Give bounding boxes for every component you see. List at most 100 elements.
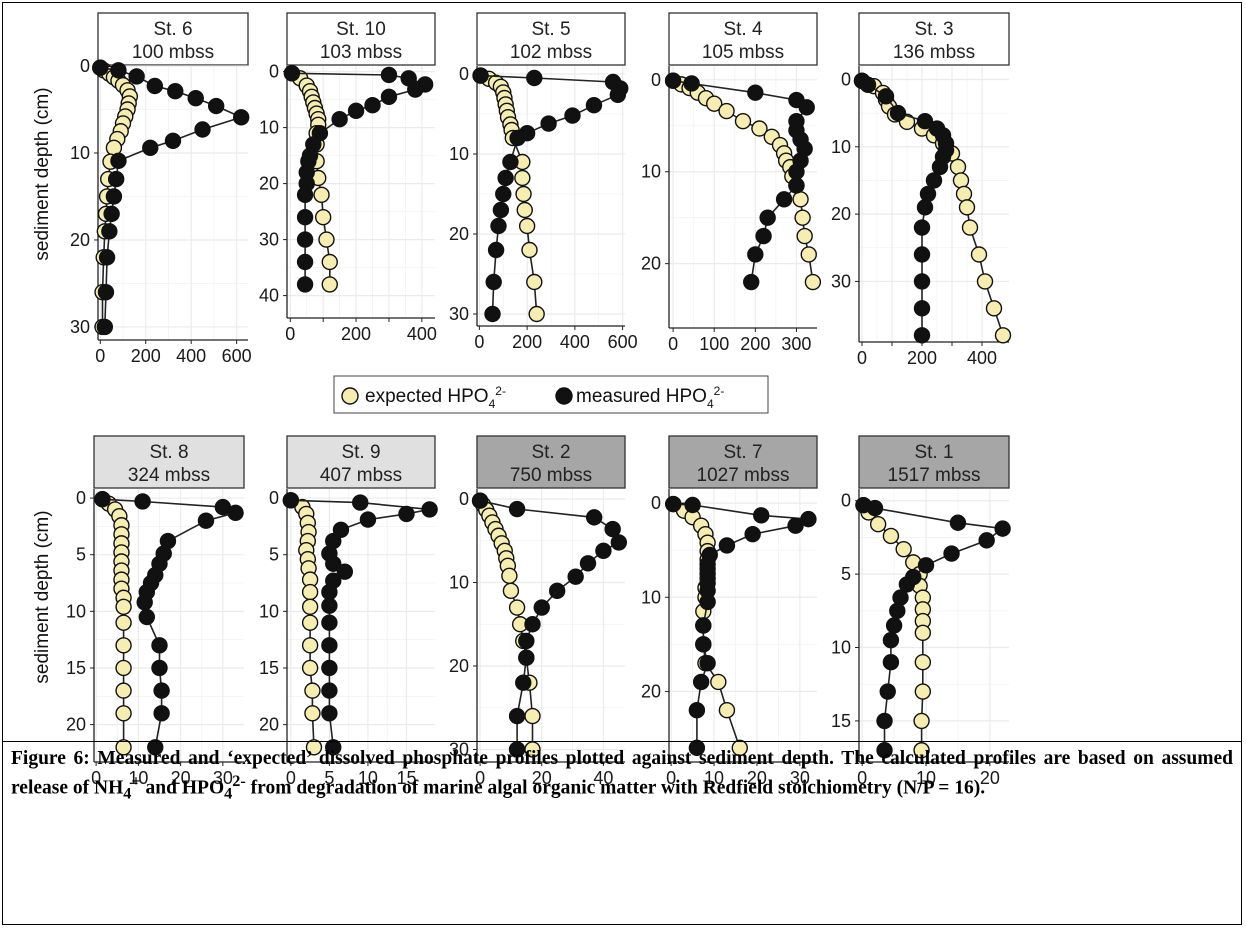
x-tick-label: 0 [857,348,867,368]
data-point-expected [895,540,912,558]
data-point-measured [227,504,244,521]
series-measured [472,67,629,323]
x-tick-label: 20 [532,768,552,788]
data-point-expected [516,201,533,219]
data-point-measured [94,490,111,508]
y-tick-label: 20 [831,204,851,224]
data-point-expected [976,273,994,290]
data-point-measured [585,509,603,526]
depth-label: 1027 mbss [697,465,790,486]
data-point-measured [515,674,532,691]
strip-header [476,435,626,489]
y-tick-label: 10 [259,118,279,138]
x-tick-label: 0 [95,346,105,366]
data-point-expected [521,241,538,259]
x-tick-label: 10 [358,768,378,788]
depth-label: 407 mbss [320,465,402,486]
data-point-expected [955,185,973,203]
x-tick-label: 10 [916,768,936,788]
strip-header [668,435,818,489]
data-point-measured [325,555,342,572]
data-point-measured [879,683,896,700]
data-point-measured [526,69,543,87]
data-point-measured [484,305,501,323]
data-point-measured [759,209,776,226]
station-label: St. 4 [723,19,763,40]
data-point-measured [699,593,716,611]
data-point-measured [110,152,127,170]
data-point-measured [164,132,182,150]
y-tick-label: 30 [259,230,279,250]
data-point-expected [734,112,752,130]
gridlines [477,489,625,762]
data-point-measured [695,636,712,653]
data-point-expected [321,276,338,293]
data-point-measured [913,300,931,317]
data-point-measured [877,88,895,105]
x-tick-label: 400 [560,332,590,352]
data-point-measured [978,532,995,549]
data-point-expected [914,624,932,642]
depth-label: 1517 mbss [888,465,981,486]
data-point-expected [528,305,545,323]
data-point-measured [718,537,736,554]
depth-label: 324 mbss [128,465,210,486]
station-label: St. 2 [531,442,570,463]
station-label: St. 5 [531,19,570,40]
y-tick-label: 10 [449,144,469,164]
y-axis-title: sediment depth (cm) [32,87,53,260]
data-point-expected [502,582,520,600]
data-point-expected [751,120,768,137]
data-point-measured [321,682,338,699]
data-point-measured [567,568,584,585]
data-point-measured [931,158,949,176]
y-tick-label: 10 [449,573,469,593]
x-tick-label: 20 [171,768,191,788]
data-point-expected [301,583,319,601]
data-point-measured [107,170,125,188]
strip-header [668,12,818,66]
data-point-measured [321,705,338,722]
x-tick-label: 15 [396,768,416,788]
caption-text-2: and HPO [140,777,225,799]
y-tick-label: 0 [459,489,469,509]
data-point-measured [917,557,935,574]
x-tick-label: 20 [747,768,767,788]
y-tick-label: 0 [651,70,661,90]
y-tick-label: 0 [841,69,851,89]
data-point-measured [518,632,535,650]
data-point-expected [314,208,332,226]
data-point-measured [321,659,338,677]
data-point-measured [753,507,770,524]
caption-nh4-superscript: + [131,772,141,790]
data-point-measured [885,617,903,634]
data-point-measured [331,110,348,128]
data-point-expected [994,327,1012,344]
x-tick-label: 0 [668,334,678,354]
y-tick-label: 30 [831,271,851,291]
data-point-measured [787,517,804,534]
data-point-measured [747,246,764,263]
data-point-measured [548,582,566,600]
x-tick-label: 600 [222,346,252,366]
data-point-measured [876,712,893,730]
data-point-expected [706,95,723,112]
data-point-measured [321,614,338,631]
data-point-measured [508,500,526,518]
data-point-expected [794,209,811,226]
series-measured [282,492,438,756]
data-point-measured [151,659,168,677]
y-tick-label: 0 [76,488,86,508]
data-point-measured [97,283,115,301]
data-point-measured [866,499,884,517]
data-point-expected [970,246,988,263]
data-point-expected [800,246,817,263]
y-tick-label: 5 [841,564,851,584]
legend-expected-label: expected HPO42- [365,384,506,411]
y-tick-label: 30 [449,304,469,324]
